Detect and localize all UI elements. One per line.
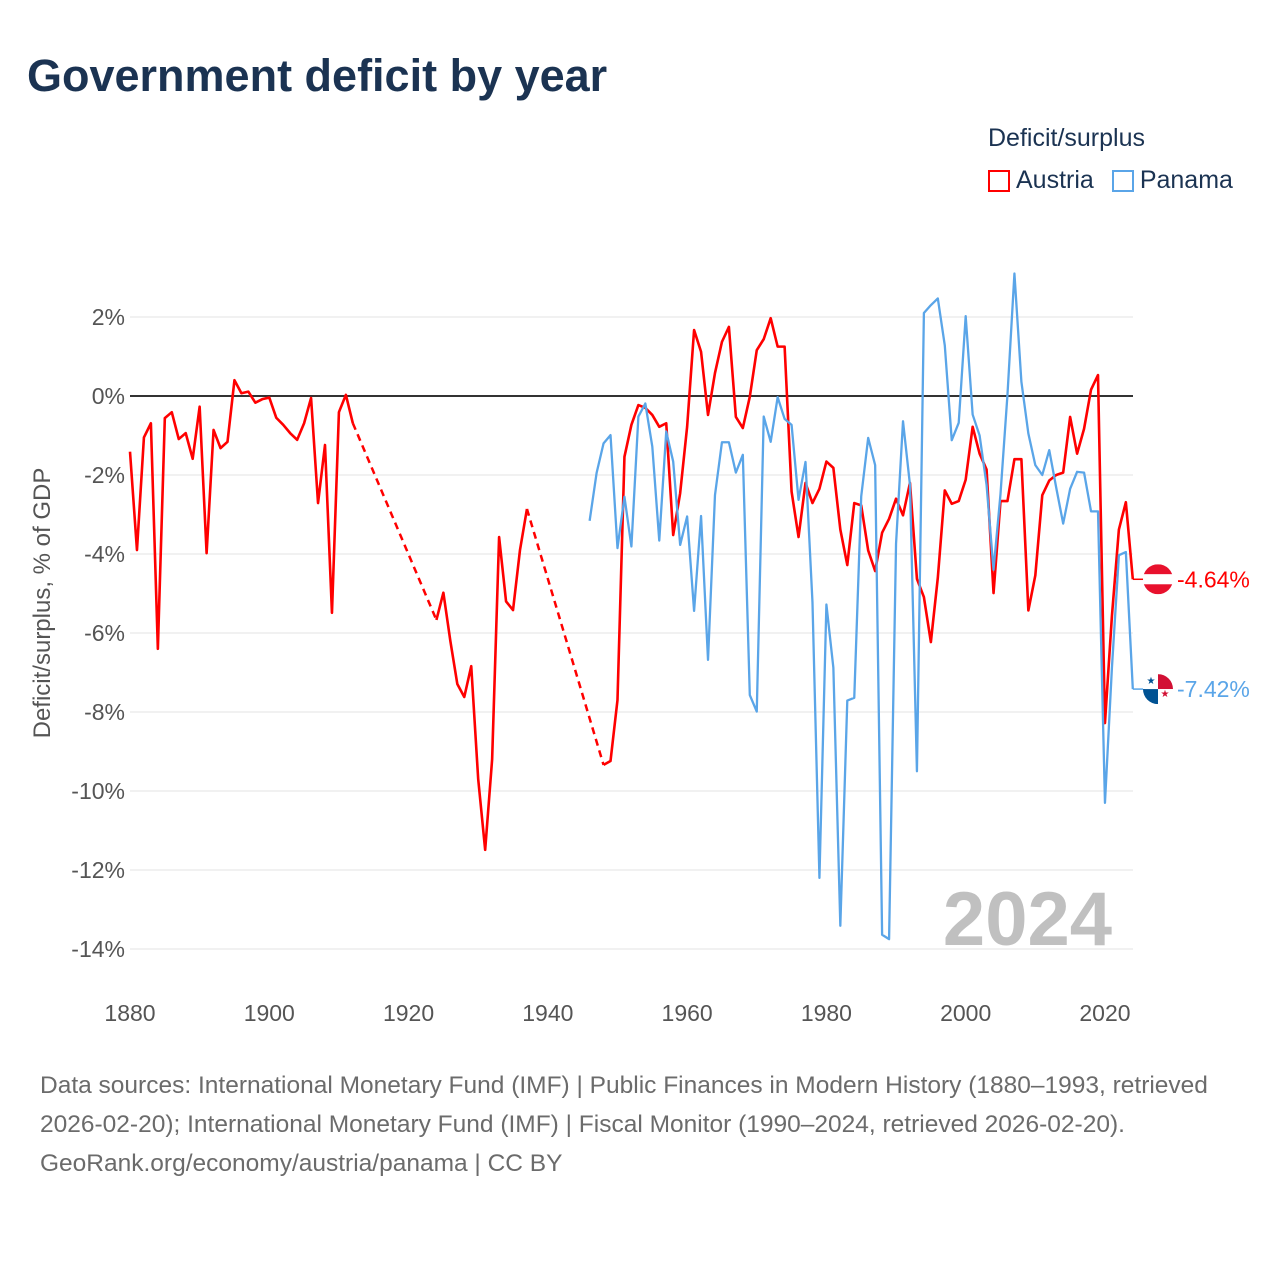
panama-flag-icon: ★★ <box>1143 674 1173 705</box>
x-tick-label: 1900 <box>244 1000 295 1026</box>
austria-end-label: -4.64% <box>1177 566 1250 592</box>
legend-title: Deficit/surplus <box>988 124 1145 152</box>
y-tick-label: -4% <box>84 541 125 567</box>
y-tick-label: -14% <box>71 936 125 962</box>
austria-line <box>435 508 529 852</box>
austria-line <box>602 316 1135 767</box>
svg-text:★: ★ <box>1161 689 1170 700</box>
legend-swatch-panama <box>1111 169 1134 192</box>
data-sources: Data sources: International Monetary Fun… <box>40 1072 1208 1138</box>
x-tick-label: 2000 <box>940 1000 991 1026</box>
austria-line <box>128 378 355 651</box>
panama-line <box>588 272 1134 941</box>
austria-gap-line <box>525 508 605 766</box>
legend: Austria Panama <box>988 166 1233 195</box>
x-tick-label: 1940 <box>522 1000 573 1026</box>
austria-flag-icon <box>1143 564 1173 595</box>
panama-end-label: -7.42% <box>1177 676 1250 702</box>
x-tick-label: 1920 <box>383 1000 434 1026</box>
svg-text:★: ★ <box>1147 676 1156 687</box>
x-tick-label: 2020 <box>1079 1000 1130 1026</box>
chart-plot: 2024 2% 0% -2% -4% -6% -8% -10% -12% -14% 1880 1900… <box>29 272 1250 1026</box>
y-tick-label: -6% <box>84 620 125 646</box>
y-axis-label: Deficit/surplus, % of GDP <box>29 468 56 739</box>
legend-item-austria[interactable]: Austria <box>988 166 1094 195</box>
legend-swatch-austria <box>988 169 1010 192</box>
footer: Data sources: International Monetary Fun… <box>40 1066 1240 1183</box>
y-tick-label: -8% <box>84 699 125 725</box>
legend-label-austria: Austria <box>1016 166 1094 194</box>
y-tick-label: -10% <box>71 778 125 804</box>
austria-gap-line <box>351 422 438 621</box>
chart-title: Government deficit by year <box>27 50 608 101</box>
x-tick-label: 1960 <box>662 1000 713 1026</box>
y-tick-label: -2% <box>84 462 125 488</box>
y-tick-label: 2% <box>92 304 125 330</box>
legend-item-panama[interactable]: Panama <box>1111 166 1233 195</box>
y-tick-label: 0% <box>92 383 125 409</box>
year-watermark: 2024 <box>943 877 1112 962</box>
x-tick-label: 1880 <box>104 1000 155 1026</box>
y-tick-label: -12% <box>71 857 125 883</box>
credit-link[interactable]: GeoRank.org/economy/austria/panama | CC … <box>40 1150 563 1177</box>
legend-label-panama: Panama <box>1139 166 1233 194</box>
x-tick-label: 1980 <box>801 1000 852 1026</box>
